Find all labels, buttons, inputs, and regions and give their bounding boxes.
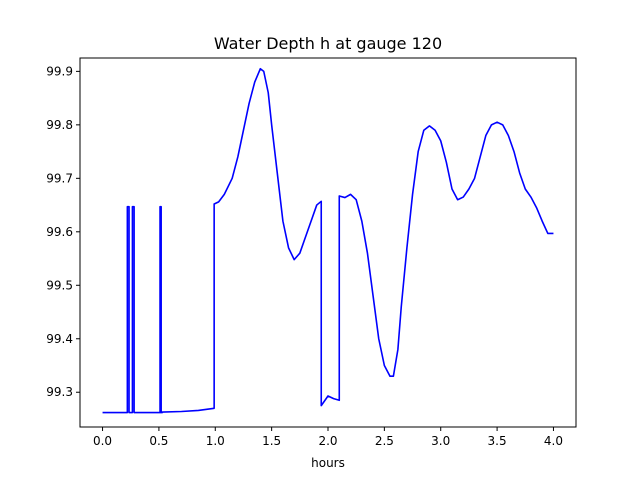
plot-area [102,67,554,414]
x-tick-label: 1.5 [262,434,281,448]
y-tick-label: 99.7 [46,171,73,185]
x-tick-label: 2.5 [375,434,394,448]
y-tick-label: 99.6 [46,225,73,239]
x-tick-label: 1.0 [206,434,225,448]
y-tick-label: 99.9 [46,64,73,78]
x-axis: 0.0 0.5 1.0 1.5 2.0 2.5 3.0 3.5 4.0 [93,427,563,448]
x-axis-label: hours [311,456,345,470]
x-tick-label: 0.5 [149,434,168,448]
x-tick-label: 0.0 [93,434,112,448]
series-line-0 [102,67,554,414]
y-tick-label: 99.8 [46,118,73,132]
y-tick-label: 99.4 [46,332,73,346]
chart-title: Water Depth h at gauge 120 [214,34,442,53]
y-tick-label: 99.3 [46,385,73,399]
y-axis: 99.3 99.4 99.5 99.6 99.7 99.8 99.9 [46,64,80,399]
plot-frame [79,57,577,428]
x-tick-label: 2.0 [318,434,337,448]
x-tick-label: 4.0 [544,434,563,448]
x-tick-label: 3.0 [431,434,450,448]
x-tick-label: 3.5 [488,434,507,448]
y-tick-label: 99.5 [46,278,73,292]
